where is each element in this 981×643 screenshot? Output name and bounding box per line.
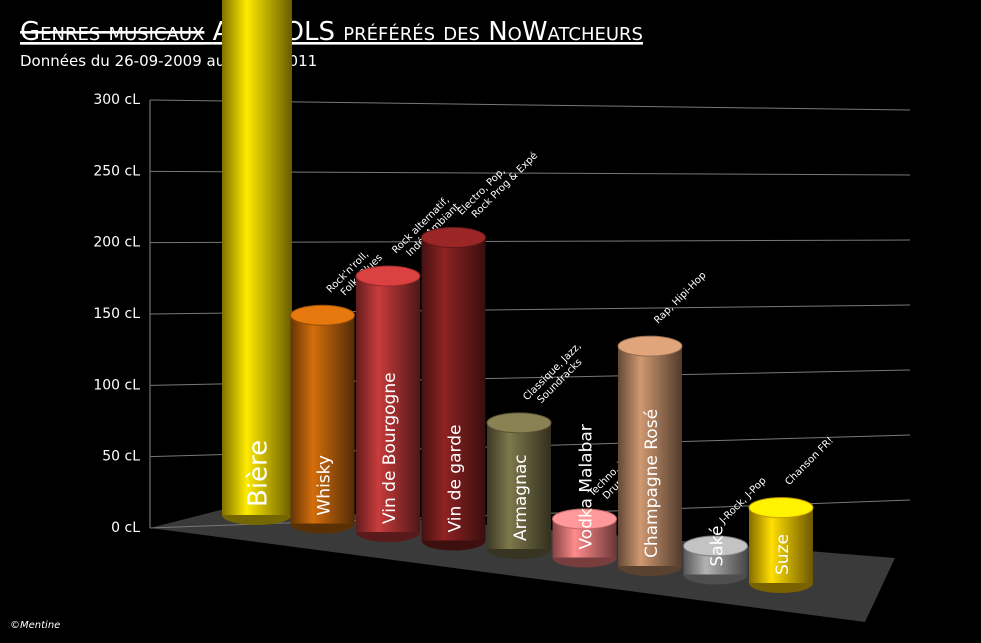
bar <box>487 422 551 549</box>
bar-top <box>748 497 814 519</box>
category-label: Suze <box>773 534 793 575</box>
bar-top <box>683 535 748 557</box>
bar <box>290 315 355 524</box>
annotation-line: Chanson FR! <box>783 435 836 488</box>
floor <box>150 505 895 622</box>
category-label: Saké <box>708 526 728 567</box>
annotation: Electro, Pop,Rock Prog & Expé <box>456 142 540 226</box>
chart-title: Genres musicaux ALCOOLS préférés des NoW… <box>20 17 643 47</box>
bar <box>356 276 420 532</box>
bar <box>222 0 292 516</box>
y-tick-label: 150 cL <box>93 306 140 322</box>
annotation: Chanson FR! <box>783 435 836 488</box>
bar-top <box>617 335 683 357</box>
category-label: Vin de garde <box>446 425 466 533</box>
annotation-line: Rap, Hipi-Hop <box>652 270 708 326</box>
y-tick-label: 50 cL <box>102 449 140 465</box>
bar <box>421 237 486 541</box>
category-label: Armagnac <box>511 454 531 541</box>
y-tick-label: 100 cL <box>93 377 140 393</box>
bar <box>618 346 682 566</box>
y-tick-label: 300 cL <box>93 92 140 108</box>
annotation: Classique, Jazz,Soundracks <box>521 341 592 412</box>
credit: ©Mentine <box>10 620 60 631</box>
category-label: Vin de Bourgogne <box>380 372 400 524</box>
y-tick-label: 0 cL <box>111 520 140 536</box>
category-label: Champagne Rosé <box>642 409 662 558</box>
category-label: Whisky <box>315 455 335 515</box>
y-tick-label: 250 cL <box>93 163 140 179</box>
y-tick-label: 200 cL <box>93 235 140 251</box>
bar-top <box>486 412 552 434</box>
bar-top <box>421 227 486 249</box>
bar-top <box>552 508 617 530</box>
bar-top <box>290 304 355 326</box>
category-label: Bière <box>244 440 274 507</box>
title-struck: Genres musicaux <box>20 17 204 47</box>
bar-top <box>355 265 421 287</box>
annotation: Rap, Hipi-Hop <box>652 270 708 326</box>
bar <box>749 507 813 583</box>
category-label: Vodka Malabar <box>577 424 597 549</box>
